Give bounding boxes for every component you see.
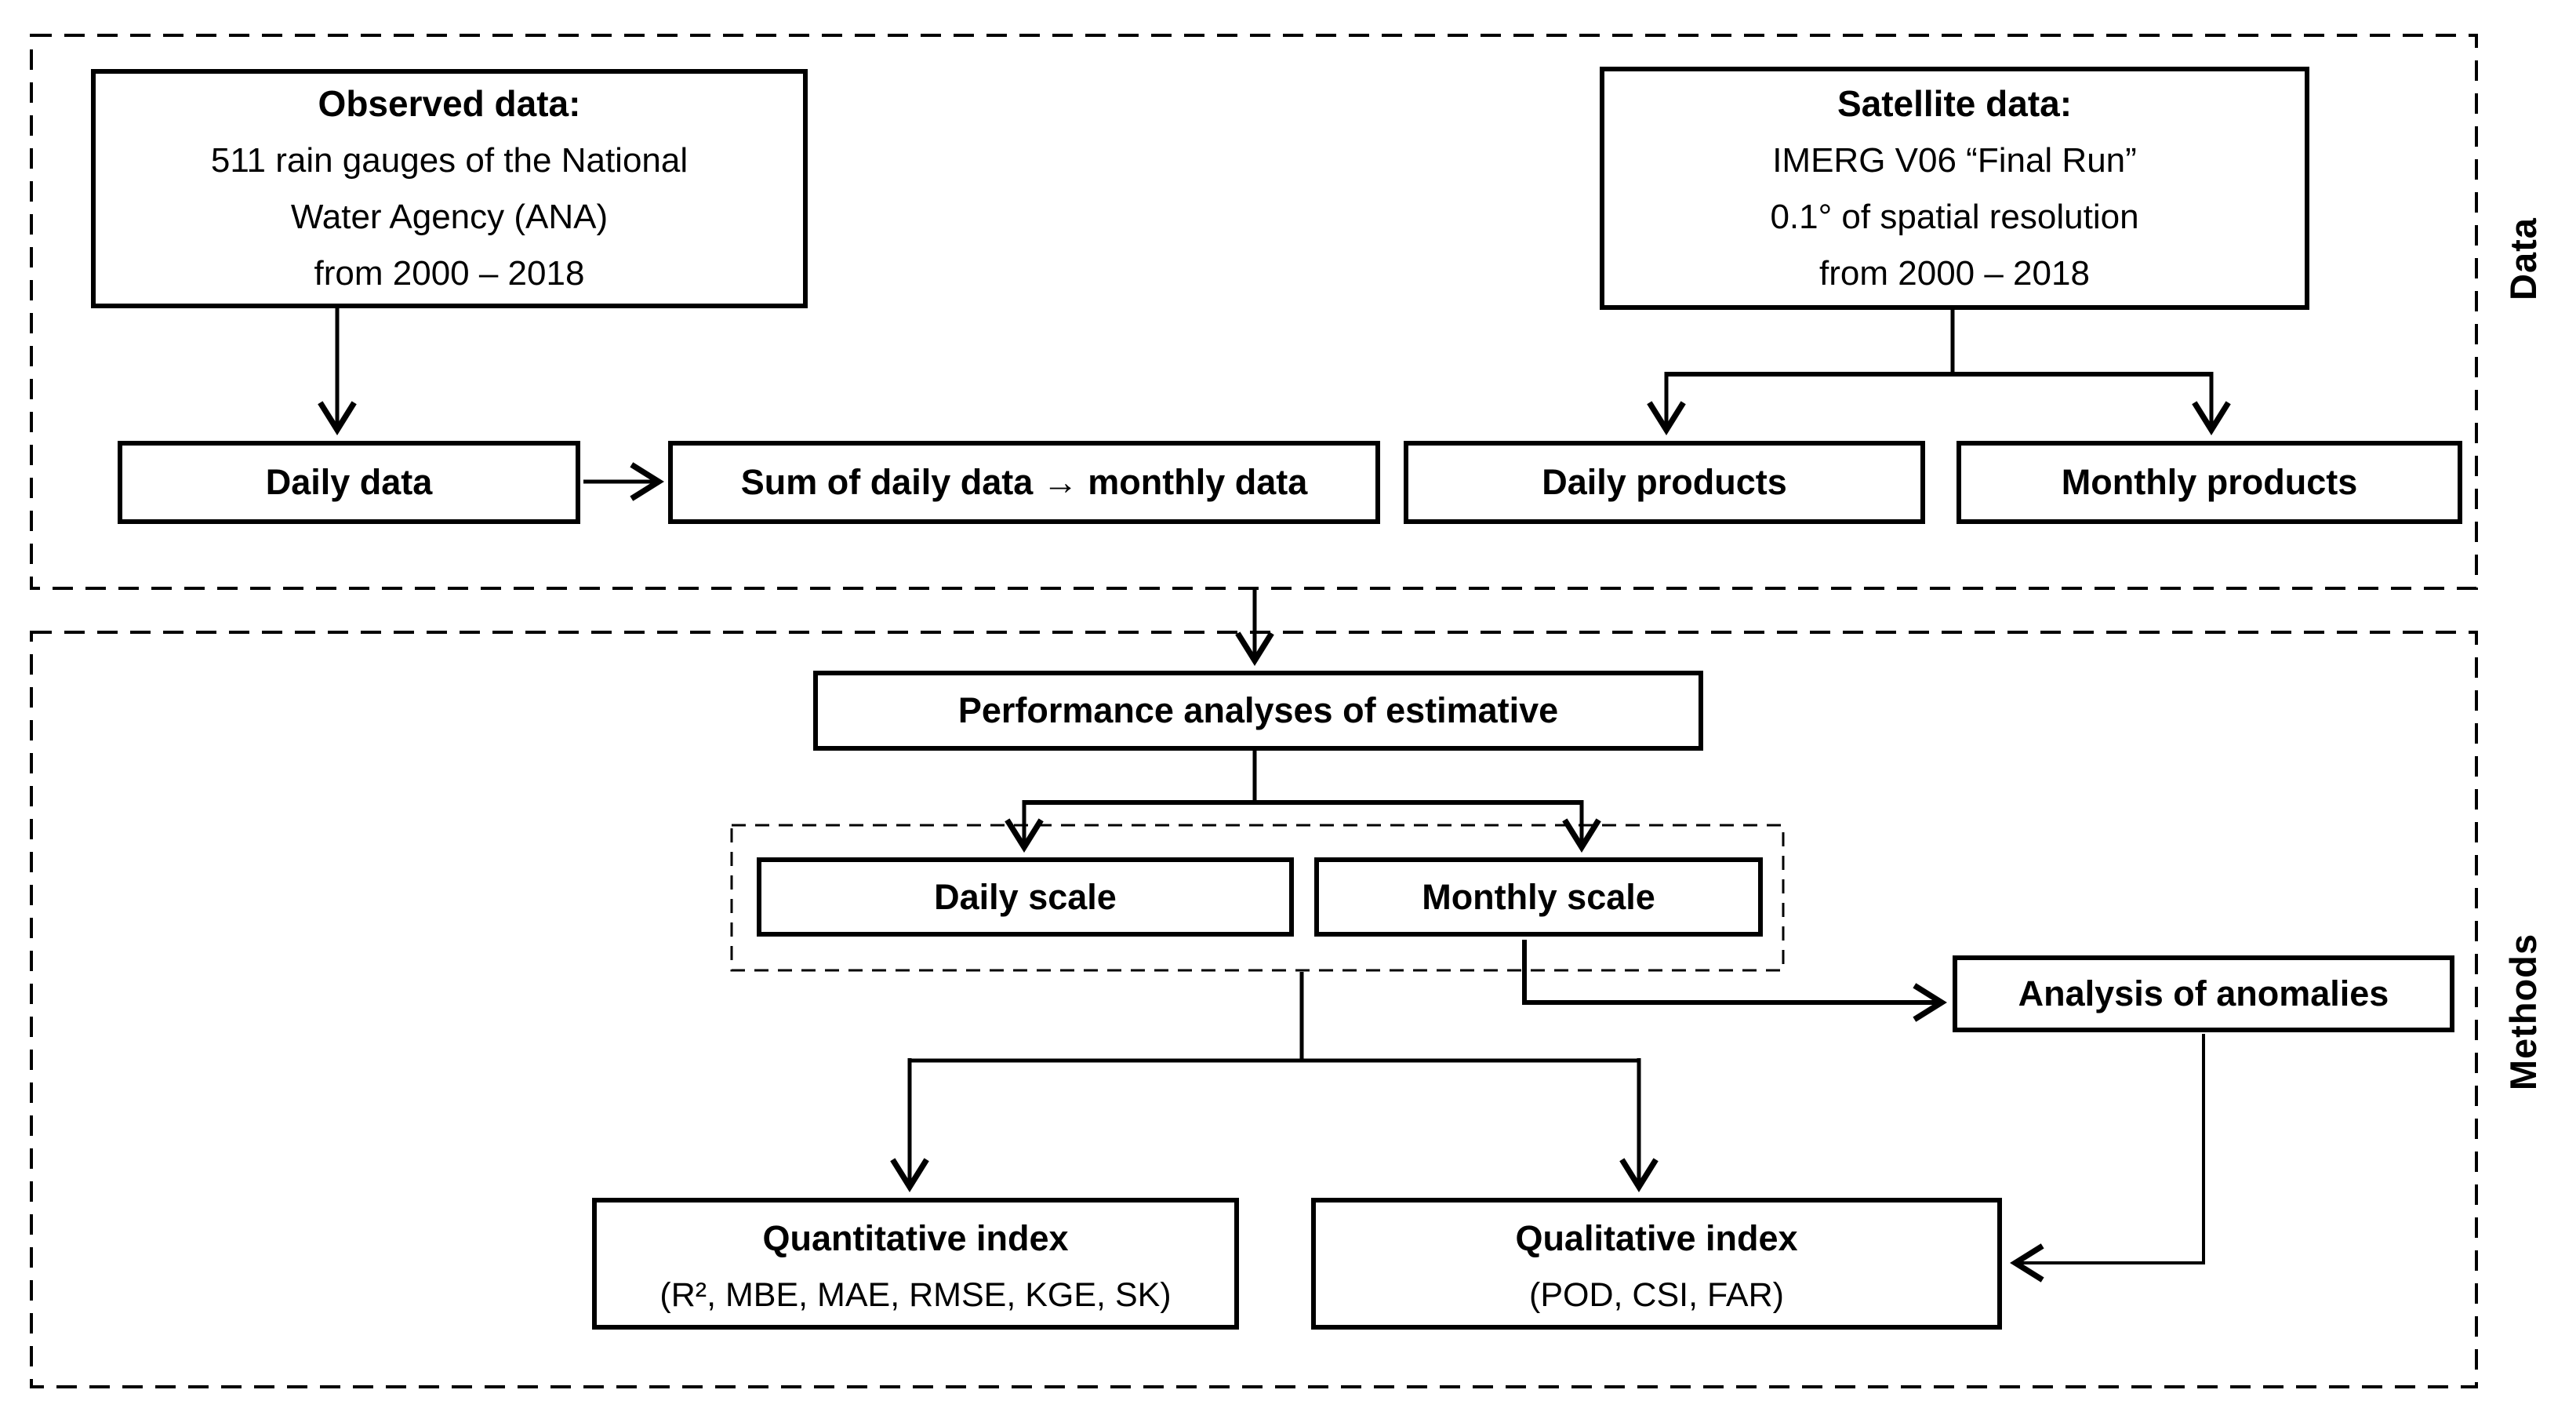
data-section-label: Data bbox=[2502, 217, 2544, 300]
satellite-data-line: from 2000 – 2018 bbox=[1819, 253, 2090, 293]
monthly-scale-box: Monthly scale bbox=[1314, 857, 1763, 937]
data-section-frame bbox=[30, 34, 2478, 590]
observed-data-line: 511 rain gauges of the National bbox=[210, 141, 689, 180]
observed-data-line: from 2000 – 2018 bbox=[314, 254, 585, 293]
qualitative-index-box: Qualitative index (POD, CSI, FAR) bbox=[1311, 1198, 2002, 1330]
observed-data-box: Observed data: 511 rain gauges of the Na… bbox=[91, 69, 808, 308]
sum-daily-data-box: Sum of daily data → monthly data bbox=[668, 441, 1380, 524]
quantitative-index-title: Quantitative index bbox=[762, 1218, 1069, 1258]
connector-monthly-scale-to-analysis bbox=[1522, 940, 1947, 1022]
observed-data-line: Water Agency (ANA) bbox=[290, 198, 609, 236]
daily-data-box: Daily data bbox=[118, 441, 580, 524]
satellite-data-line: 0.1° of spatial resolution bbox=[1770, 197, 2139, 236]
sum-daily-data-label: Sum of daily data → monthly data bbox=[740, 462, 1308, 503]
daily-scale-box: Daily scale bbox=[757, 857, 1294, 937]
analysis-of-anomalies-box: Analysis of anomalies bbox=[1953, 955, 2454, 1032]
performance-analyses-label: Performance analyses of estimative bbox=[957, 690, 1559, 731]
daily-products-box: Daily products bbox=[1404, 441, 1925, 524]
qualitative-index-metrics: (POD, CSI, FAR) bbox=[1529, 1276, 1784, 1314]
daily-products-label: Daily products bbox=[1542, 462, 1787, 503]
monthly-products-label: Monthly products bbox=[2061, 462, 2358, 503]
daily-data-label: Daily data bbox=[265, 462, 433, 503]
satellite-data-title: Satellite data: bbox=[1837, 82, 2073, 124]
quantitative-index-metrics: (R², MBE, MAE, RMSE, KGE, SK) bbox=[659, 1276, 1172, 1314]
connector-analysis-to-qualitative bbox=[2010, 1034, 2205, 1283]
satellite-data-box: Satellite data: IMERG V06 “Final Run” 0.… bbox=[1600, 67, 2309, 310]
analysis-of-anomalies-label: Analysis of anomalies bbox=[2018, 973, 2389, 1014]
scales-dashed-frame bbox=[730, 824, 1785, 972]
satellite-data-line: IMERG V06 “Final Run” bbox=[1772, 140, 2137, 180]
performance-analyses-box: Performance analyses of estimative bbox=[813, 671, 1703, 751]
monthly-products-box: Monthly products bbox=[1957, 441, 2462, 524]
observed-data-title: Observed data: bbox=[318, 83, 581, 124]
methods-section-label: Methods bbox=[2502, 933, 2544, 1091]
quantitative-index-box: Quantitative index (R², MBE, MAE, RMSE, … bbox=[592, 1198, 1239, 1330]
daily-scale-label: Daily scale bbox=[934, 876, 1117, 917]
qualitative-index-title: Qualitative index bbox=[1515, 1218, 1798, 1258]
monthly-scale-label: Monthly scale bbox=[1422, 876, 1655, 917]
